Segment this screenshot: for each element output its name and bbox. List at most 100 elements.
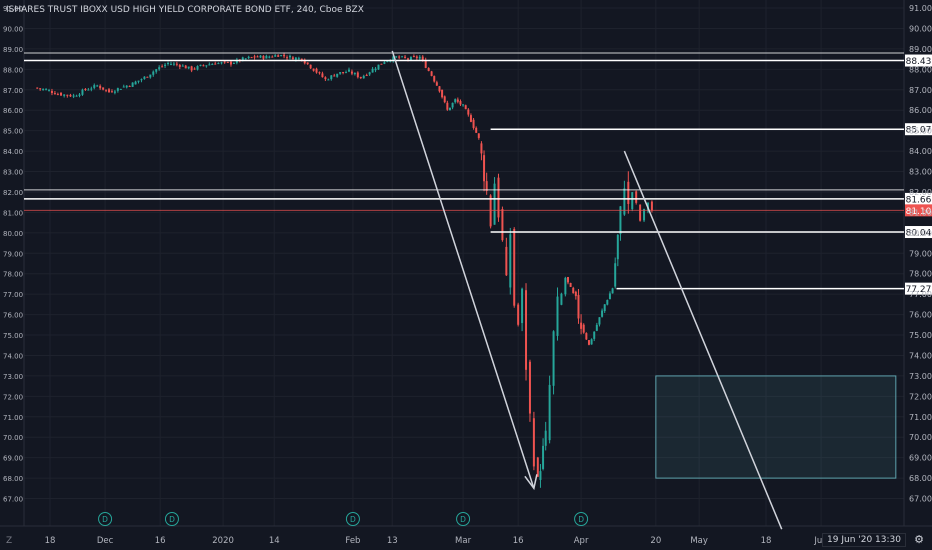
candle-body	[205, 65, 208, 67]
candle-body	[277, 55, 280, 57]
candle-body	[99, 85, 102, 89]
candle-body	[280, 55, 283, 57]
price-level-tag	[905, 54, 932, 67]
dividend-marker[interactable]	[345, 512, 360, 526]
current-price-label: 81.10	[906, 207, 932, 217]
candle-body	[223, 61, 226, 63]
candle-body	[374, 68, 377, 71]
candle-body	[441, 89, 444, 98]
candle-body	[312, 68, 315, 71]
candle-body	[497, 177, 500, 218]
candle-body	[202, 65, 205, 67]
y-tick-label: 75.00	[909, 331, 932, 340]
candle-body	[69, 94, 72, 97]
candle-body	[556, 296, 559, 336]
candle-body	[616, 234, 619, 260]
y-tick-label: 84.00	[909, 147, 932, 156]
y-tick-label: 90.00	[909, 24, 932, 33]
candle-body	[577, 295, 580, 319]
candle-body	[178, 64, 181, 67]
y-tick-label-left: 73.00	[3, 373, 23, 381]
trend-line[interactable]	[623, 150, 783, 530]
candle-body	[306, 62, 309, 65]
candle-body	[380, 63, 383, 65]
target-zone-rect[interactable]	[655, 375, 897, 479]
candle-body	[451, 102, 454, 108]
candle-body	[158, 67, 161, 70]
candle-body	[48, 90, 51, 92]
crosshair-time-label: 19 Jun '20 13:30	[822, 533, 906, 547]
dividend-marker[interactable]	[164, 512, 179, 526]
x-tick-label: Mar	[455, 536, 472, 546]
candle-body	[574, 291, 577, 297]
candle-body	[196, 66, 199, 70]
candle-body	[125, 85, 128, 88]
gear-icon[interactable]: ⚙	[914, 533, 924, 546]
trend-line[interactable]	[391, 50, 535, 489]
candle-body	[392, 56, 395, 62]
candle-body	[63, 94, 66, 96]
y-tick-label: 71.00	[909, 413, 932, 422]
candle-body	[211, 64, 214, 66]
candle-body	[631, 192, 634, 210]
y-tick-label-left: 90.00	[3, 25, 23, 33]
candle-body	[116, 88, 119, 91]
zoom-reset-icon[interactable]: Z	[6, 536, 13, 546]
candle-body	[456, 99, 459, 102]
candle-body	[217, 63, 220, 65]
candle-body	[36, 87, 39, 89]
candle-body	[232, 62, 235, 64]
dividend-marker[interactable]	[456, 512, 471, 526]
candle-body	[297, 58, 300, 60]
candle-body	[39, 88, 42, 90]
candle-body	[155, 69, 158, 72]
candle-body	[582, 324, 585, 333]
candle-body	[274, 55, 277, 57]
price-level-tag	[905, 192, 932, 205]
y-tick-label-left: 75.00	[3, 332, 23, 340]
candle-body	[421, 56, 424, 61]
chart-title: ISHARES TRUST IBOXX USD HIGH YIELD CORPO…	[6, 5, 364, 15]
candle-body	[152, 71, 155, 75]
candle-body	[467, 109, 470, 115]
candle-body	[398, 56, 401, 58]
candle-body	[56, 94, 59, 96]
x-tick-label: 16	[155, 536, 166, 546]
price-level-label: 88.43	[906, 57, 932, 67]
price-level-label: 80.04	[906, 229, 932, 239]
x-tick-label: May	[690, 536, 708, 546]
candle-body	[587, 340, 590, 345]
candle-body	[475, 127, 478, 133]
dividend-marker[interactable]	[98, 512, 113, 526]
candle-body	[593, 331, 596, 339]
candle-body	[247, 56, 250, 58]
candle-body	[181, 65, 184, 67]
candle-body	[184, 65, 187, 69]
candle-body	[169, 63, 172, 65]
candle-body	[377, 64, 380, 70]
candle-body	[105, 89, 108, 91]
candle-body	[525, 290, 528, 370]
candle-body	[548, 384, 551, 441]
candle-body	[427, 68, 430, 71]
y-tick-label-left: 81.00	[3, 209, 23, 217]
candle-body	[395, 56, 398, 58]
price-level-tag	[905, 226, 932, 239]
dividend-marker[interactable]	[574, 512, 589, 526]
y-tick-label: 69.00	[909, 454, 932, 463]
y-tick-label: 68.00	[909, 474, 932, 483]
candle-body	[513, 228, 516, 306]
candle-body	[608, 293, 611, 300]
candle-body	[345, 72, 348, 74]
candle-body	[214, 63, 217, 65]
y-tick-label-left: 89.00	[3, 46, 23, 54]
candle-body	[149, 74, 152, 78]
candle-body	[477, 133, 480, 138]
x-tick-label: Dec	[97, 536, 114, 546]
x-tick-label: 2020	[212, 536, 234, 546]
candle-body	[146, 76, 149, 78]
y-tick-label: 67.00	[909, 495, 932, 504]
